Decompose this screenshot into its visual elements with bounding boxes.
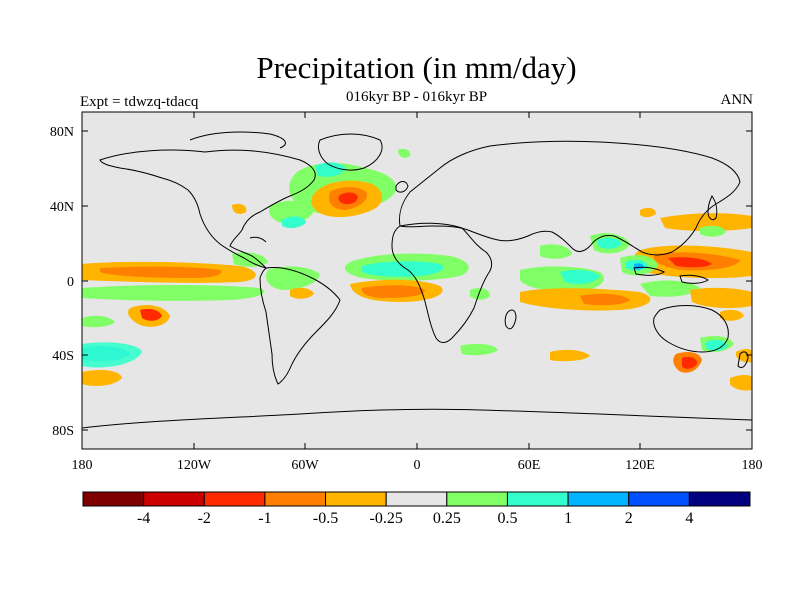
coastline-caribbean bbox=[249, 236, 267, 243]
coastline-greenland bbox=[317, 133, 383, 171]
chart-title: Precipitation (in mm/day) bbox=[256, 50, 577, 85]
anomaly-nordic-seas bbox=[398, 148, 411, 158]
lon-tick-label: 180 bbox=[742, 458, 763, 473]
anomaly-south-pacific-storm2 bbox=[82, 342, 142, 368]
anomaly-australia-east-neg bbox=[720, 309, 744, 321]
coastline-madagascar bbox=[504, 309, 517, 330]
coastline-indonesia bbox=[633, 266, 665, 276]
lat-tick-label: 80S bbox=[52, 424, 74, 439]
experiment-label: Expt = tdwzq-tdacq bbox=[80, 94, 199, 110]
coastline-new-zealand bbox=[737, 351, 749, 369]
precipitation-anomaly-field bbox=[82, 131, 752, 429]
colorbar-swatch bbox=[567, 491, 630, 507]
coastline-british-isles bbox=[395, 181, 409, 193]
anomaly-east-pacific-pos bbox=[82, 285, 265, 301]
coastline-north-america bbox=[99, 149, 316, 269]
coastline-antarctica bbox=[82, 408, 752, 429]
chart-subtitle: 016kyr BP - 016kyr BP bbox=[345, 89, 488, 105]
lon-tick-label: 120W bbox=[177, 458, 212, 473]
lon-tick-label: 0 bbox=[414, 458, 421, 473]
anomaly-tasman-cyan bbox=[706, 339, 728, 351]
anomaly-labrador bbox=[315, 162, 346, 177]
season-label: ANN bbox=[720, 92, 754, 108]
lat-tick-label: 0 bbox=[67, 275, 74, 290]
lon-tick-label: 120E bbox=[625, 458, 655, 473]
anomaly-tibet bbox=[640, 207, 656, 218]
coastline-japan bbox=[707, 195, 718, 221]
colorbar: -4 -2 -1 -0.5 -0.25 0.25 0.5 1 2 4 bbox=[82, 491, 751, 527]
colorbar-swatch bbox=[688, 491, 751, 507]
coastline-africa bbox=[391, 222, 493, 343]
coastline-south-america bbox=[259, 267, 341, 385]
anomaly-tasman-neg2 bbox=[682, 356, 698, 369]
anomaly-amazon bbox=[265, 266, 320, 290]
lat-tick-label: 80N bbox=[50, 125, 74, 140]
anomaly-australia-north bbox=[640, 280, 700, 297]
colorbar-swatch bbox=[82, 491, 145, 507]
colorbar-swatch bbox=[143, 491, 205, 507]
coastline-arctic-islands bbox=[189, 131, 286, 149]
lon-tick-label: 60W bbox=[291, 458, 319, 473]
anomaly-indian-ocean-cyan bbox=[560, 269, 600, 284]
colorbar-label: -2 bbox=[198, 510, 211, 527]
anomaly-japan-pos bbox=[700, 225, 726, 237]
anomaly-southern-ocean-neg bbox=[550, 349, 590, 362]
colorbar-label: 0.5 bbox=[497, 510, 517, 527]
colorbar-label: -1 bbox=[258, 510, 271, 527]
colorbar-swatch bbox=[203, 491, 266, 507]
lat-tick-label: 40S bbox=[52, 349, 74, 364]
colorbar-label: -4 bbox=[137, 510, 150, 527]
anomaly-atlantic-south-neg2 bbox=[361, 285, 425, 298]
anomaly-south-atlantic-pos bbox=[460, 343, 498, 356]
colorbar-label: 0.25 bbox=[433, 510, 461, 527]
anomaly-atlantic-itcz-cyan bbox=[362, 261, 444, 277]
colorbar-swatch bbox=[325, 491, 387, 507]
colorbar-label: 1 bbox=[564, 510, 572, 527]
anomaly-congo-pos bbox=[470, 288, 490, 300]
colorbar-swatch bbox=[264, 491, 327, 507]
coastline-new-guinea bbox=[679, 274, 709, 284]
anomaly-bay-of-bengal-cyan bbox=[598, 237, 622, 249]
anomaly-south-pacific-neg3 bbox=[82, 370, 122, 386]
anomaly-north-atlantic-neg3 bbox=[338, 192, 358, 205]
coastlines bbox=[82, 131, 752, 429]
colorbar-label: -0.5 bbox=[313, 510, 338, 527]
anomaly-west-atlantic bbox=[232, 203, 247, 214]
colorbar-swatch bbox=[385, 491, 448, 507]
anomaly-arabian-sea bbox=[540, 244, 572, 259]
anomaly-north-pacific-neg bbox=[660, 213, 752, 231]
colorbar-label: 2 bbox=[625, 510, 633, 527]
colorbar-swatch bbox=[628, 491, 690, 507]
lon-tick-label: 60E bbox=[518, 458, 541, 473]
colorbar-label: 4 bbox=[685, 510, 693, 527]
axis-ticks bbox=[81, 112, 753, 449]
anomaly-amazon-neg bbox=[290, 287, 314, 299]
anomaly-indian-ocean-neg2 bbox=[580, 293, 630, 306]
anomaly-southwest-pacific-neg2 bbox=[730, 375, 752, 391]
anomaly-east-pacific-neg2 bbox=[100, 266, 222, 278]
anomaly-south-pacific-cz bbox=[690, 287, 752, 309]
colorbar-swatch bbox=[506, 491, 569, 507]
anomaly-south-pacific-pos bbox=[82, 315, 115, 328]
colorbar-label: -0.25 bbox=[370, 510, 403, 527]
anomaly-south-pacific-neg2 bbox=[140, 308, 162, 321]
coastline-eurasia bbox=[399, 140, 741, 256]
lon-tick-label: 180 bbox=[72, 458, 93, 473]
anomaly-west-pacific-neg3 bbox=[668, 257, 712, 268]
lat-tick-label: 40N bbox=[50, 200, 74, 215]
anomaly-gulf-stream-cyan bbox=[282, 216, 306, 229]
colorbar-swatch bbox=[446, 491, 508, 507]
coastline-australia bbox=[653, 305, 729, 353]
